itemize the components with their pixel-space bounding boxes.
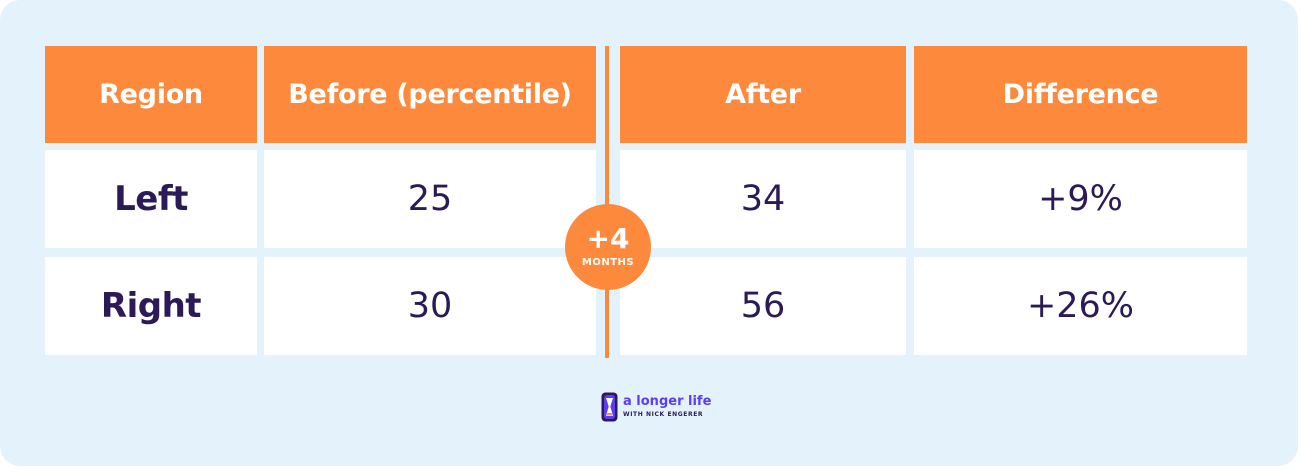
row-left-region: Left	[45, 150, 257, 248]
brand-logo: a longer life WITH NICK ENGERER	[601, 392, 711, 422]
header-before: Before (percentile)	[264, 46, 596, 143]
row-left-before: 25	[264, 150, 596, 248]
row-right-after: 56	[620, 257, 906, 355]
time-divider	[605, 46, 609, 358]
logo-title: a longer life	[623, 394, 712, 409]
row-right-difference: +26%	[914, 257, 1247, 355]
row-left-difference: +9%	[914, 150, 1247, 248]
row-right-region: Right	[45, 257, 257, 355]
logo-subtitle: WITH NICK ENGERER	[623, 411, 704, 418]
duration-badge: +4 MONTHS	[565, 204, 651, 290]
row-left-after: 34	[620, 150, 906, 248]
row-right-before: 30	[264, 257, 596, 355]
badge-value: +4	[586, 222, 630, 255]
hourglass-icon	[601, 392, 618, 422]
header-difference: Difference	[914, 46, 1247, 143]
header-after: After	[620, 46, 906, 143]
header-region: Region	[45, 46, 257, 143]
badge-unit: MONTHS	[581, 257, 635, 268]
